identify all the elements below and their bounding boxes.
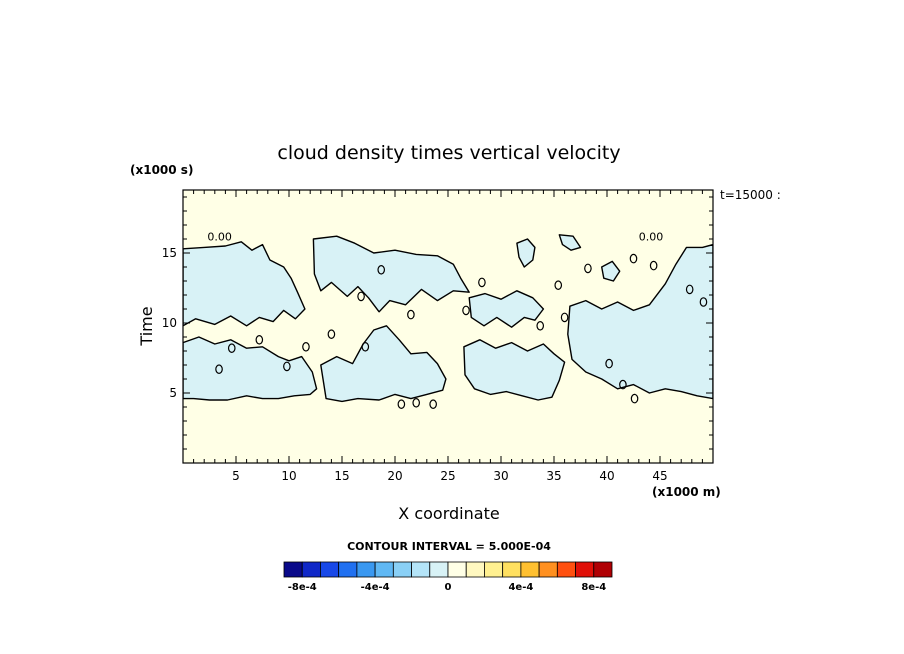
- y-units-label: (x1000 s): [130, 163, 193, 177]
- contour-blob-24: [699, 297, 708, 307]
- contour-blob-17: [412, 397, 421, 408]
- contour-label-0: 0.00: [207, 230, 232, 243]
- x-tick-label: 5: [232, 469, 240, 483]
- colorbar: -8e-4 -4e-4 0 4e-4 8e-4: [283, 561, 613, 593]
- time-annotation: t=15000 :: [720, 188, 781, 202]
- colorbar-swatch: [320, 561, 340, 578]
- colorbar-swatch: [447, 561, 467, 578]
- chart-title: cloud density times vertical velocity: [277, 142, 620, 164]
- contour-blob-8: [605, 358, 613, 369]
- x-tick-label: 30: [493, 469, 508, 483]
- contour-blob-1: [357, 291, 365, 302]
- contour-blob-2: [377, 264, 386, 275]
- x-tick-label: 10: [281, 469, 296, 483]
- colorbar-swatch: [429, 561, 449, 578]
- contour-blob-7: [584, 263, 592, 274]
- contour-interval-text: CONTOUR INTERVAL = 5.000E-04: [347, 540, 551, 553]
- colorbar-swatch: [556, 561, 576, 578]
- colorbar-tick-label: -4e-4: [361, 582, 390, 593]
- colorbar-swatch: [520, 561, 540, 578]
- y-axis-label: Time: [137, 306, 156, 346]
- colorbar-tick-label: -8e-4: [288, 582, 317, 593]
- negative-region-right: [567, 243, 713, 400]
- x-units-label: (x1000 m): [652, 485, 721, 499]
- negative-region-small-b: [558, 234, 582, 251]
- contour-blob-13: [215, 364, 223, 374]
- colorbar-swatch: [374, 561, 394, 578]
- x-tick-label: 45: [652, 469, 667, 483]
- negative-region-center-right-lower: [463, 339, 566, 401]
- contour-blob-4: [462, 305, 470, 316]
- negative-region-small-a: [516, 238, 536, 268]
- y-tick-label: 15: [162, 246, 177, 260]
- negative-region-central-left: [312, 235, 470, 313]
- colorbar-swatch: [465, 561, 485, 578]
- colorbar-swatch: [538, 561, 558, 578]
- plot-area: 0.00 0.00 5 10 15 20 25 30 35 40 45 5 10 15: [162, 189, 714, 483]
- colorbar-tick-label: 4e-4: [508, 582, 533, 593]
- contour-blob-10: [630, 393, 639, 404]
- contour-blob-23: [685, 284, 694, 295]
- contour-blob-25: [283, 361, 291, 372]
- contour-blob-6: [554, 280, 563, 290]
- contour-label-1: 0.00: [639, 230, 664, 243]
- x-tick-label: 15: [334, 469, 349, 483]
- colorbar-swatch: [301, 561, 321, 578]
- x-tick-label: 35: [546, 469, 561, 483]
- negative-region-central-lower: [320, 325, 447, 403]
- y-tick-label: 10: [162, 316, 177, 330]
- colorbar-tick-label: 0: [445, 582, 452, 593]
- contour-blob-20: [560, 312, 569, 323]
- colorbar-tick-label: 8e-4: [581, 582, 606, 593]
- contour-blob-16: [397, 399, 406, 409]
- colorbar-swatch: [338, 561, 358, 578]
- contour-blob-15: [361, 341, 370, 352]
- x-axis-label: X coordinate: [398, 504, 499, 523]
- contour-blob-21: [629, 253, 638, 264]
- contour-blob-19: [536, 320, 545, 331]
- colorbar-swatch: [484, 561, 504, 578]
- negative-region-small-c: [601, 260, 621, 282]
- colorbar-swatch: [502, 561, 522, 578]
- contour-blob-0: [302, 341, 310, 352]
- colorbar-swatch: [575, 561, 595, 578]
- colorbar-swatch: [411, 561, 431, 578]
- contour-blob-12: [255, 334, 264, 345]
- y-tick-label: 5: [169, 386, 177, 400]
- x-tick-label: 25: [440, 469, 455, 483]
- contour-blob-14: [327, 329, 336, 339]
- negative-region-lower-left: [183, 336, 318, 401]
- x-tick-label: 40: [599, 469, 614, 483]
- contour-blob-5: [478, 277, 486, 288]
- colorbar-swatch: [283, 561, 303, 578]
- contour-blob-18: [429, 399, 437, 409]
- negative-region-center-right-upper: [468, 290, 545, 328]
- contour-blob-22: [649, 260, 658, 271]
- contour-blob-3: [407, 309, 415, 320]
- contour-regions: [183, 234, 713, 409]
- contour-blob-9: [619, 379, 627, 390]
- contour-blob-11: [227, 343, 236, 353]
- colorbar-swatch: [392, 561, 412, 578]
- x-tick-label: 20: [387, 469, 402, 483]
- negative-region-upper-left: [183, 241, 306, 327]
- colorbar-swatch: [593, 561, 613, 578]
- colorbar-swatch: [356, 561, 376, 578]
